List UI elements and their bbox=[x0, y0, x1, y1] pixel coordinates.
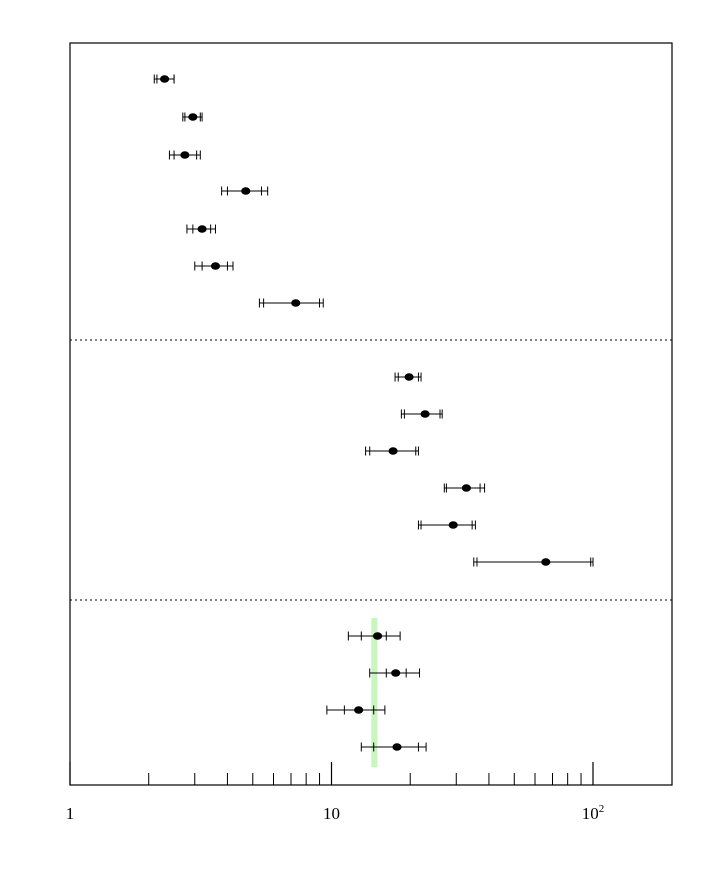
marker bbox=[197, 225, 207, 233]
marker bbox=[448, 521, 458, 529]
marker bbox=[392, 743, 402, 751]
data-points-layer bbox=[153, 74, 594, 752]
data-point-1-5 bbox=[186, 224, 216, 234]
data-point-1-1 bbox=[153, 74, 175, 84]
group-separators bbox=[70, 339, 672, 601]
data-point-2-3 bbox=[365, 446, 419, 456]
data-point-3-1 bbox=[347, 631, 401, 641]
marker bbox=[180, 151, 190, 159]
marker bbox=[354, 706, 364, 714]
data-point-2-6 bbox=[473, 557, 594, 567]
data-point-3-3 bbox=[326, 705, 386, 715]
marker bbox=[241, 187, 251, 195]
plot-frame bbox=[69, 42, 673, 786]
data-point-1-4 bbox=[221, 186, 269, 196]
x-axis-tick-labels: 1 10 102 bbox=[66, 803, 605, 823]
marker bbox=[210, 262, 221, 270]
data-point-2-5 bbox=[417, 520, 476, 530]
marker bbox=[391, 669, 401, 677]
marker bbox=[159, 75, 170, 83]
data-point-2-2 bbox=[400, 409, 443, 419]
reference-band-layer bbox=[371, 618, 378, 767]
x-axis-ticks bbox=[69, 762, 594, 785]
data-point-2-4 bbox=[443, 483, 486, 493]
data-point-1-6 bbox=[194, 261, 234, 271]
data-point-2-1 bbox=[394, 372, 422, 382]
data-point-1-2 bbox=[182, 112, 203, 122]
marker bbox=[541, 558, 551, 566]
data-point-3-2 bbox=[369, 668, 420, 678]
marker bbox=[188, 113, 198, 121]
data-point-1-7 bbox=[258, 298, 324, 308]
marker bbox=[404, 373, 414, 381]
tick-label: 102 bbox=[582, 803, 605, 823]
data-point-3-4 bbox=[360, 742, 427, 752]
tick-label: 10 bbox=[323, 804, 340, 823]
marker bbox=[461, 484, 472, 492]
marker bbox=[420, 410, 430, 418]
marker bbox=[372, 632, 383, 640]
marker bbox=[291, 299, 301, 307]
reference-band bbox=[371, 618, 378, 767]
data-point-1-3 bbox=[168, 150, 201, 160]
marker bbox=[388, 447, 398, 455]
tick-label: 1 bbox=[66, 804, 75, 823]
